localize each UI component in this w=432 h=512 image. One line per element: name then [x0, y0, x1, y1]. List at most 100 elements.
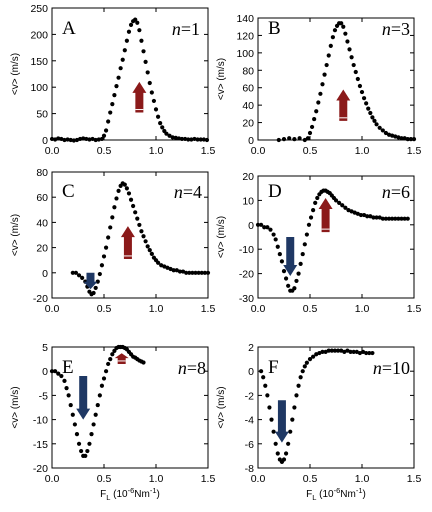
data-point	[405, 137, 410, 142]
x-axis-title-part: -1	[150, 486, 157, 495]
data-point	[340, 203, 345, 208]
y-axis-title: <v> (m/s)	[10, 214, 21, 256]
data-point	[315, 195, 320, 201]
x-axis-title: FL (10-6Nm-1)	[100, 486, 160, 502]
data-point	[292, 286, 297, 291]
n-value: =6	[391, 182, 410, 202]
data-point	[114, 196, 119, 201]
data-point	[298, 261, 303, 266]
y-axis-title: <v> (m/s)	[216, 216, 227, 258]
panel-n-label: n=8	[178, 358, 206, 378]
data-point	[70, 270, 75, 275]
n-symbol: n	[174, 182, 183, 202]
n-value: =10	[382, 358, 410, 378]
data-point	[186, 137, 191, 142]
data-point	[179, 136, 185, 142]
y-tick-label: -15	[33, 439, 48, 451]
data-point	[77, 136, 83, 142]
x-tick-label: 1.0	[355, 145, 370, 157]
data-point	[271, 429, 276, 434]
n-value: =8	[187, 358, 206, 378]
data-point	[101, 376, 107, 381]
x-axis-title-part: (10	[316, 489, 334, 500]
y-tick-label: -20	[33, 293, 48, 305]
data-point	[112, 348, 117, 353]
plot-frame	[51, 7, 209, 141]
x-tick-label: 0.0	[251, 145, 266, 157]
data-point	[302, 242, 307, 247]
data-point	[147, 248, 152, 253]
data-point	[170, 135, 175, 140]
y-tick-label: 250	[30, 3, 48, 15]
x-tick-label: 1.0	[355, 473, 370, 485]
y-tick-label: -8	[245, 463, 254, 475]
data-point	[320, 82, 325, 87]
data-point	[273, 441, 278, 446]
data-point	[349, 55, 354, 60]
data-point	[374, 215, 379, 220]
data-point	[99, 136, 105, 142]
y-tick-label: 100	[236, 48, 254, 60]
panel-letter: A	[62, 18, 76, 39]
data-point	[286, 283, 291, 288]
data-point	[380, 216, 385, 221]
data-point	[114, 84, 119, 89]
data-point	[110, 215, 115, 220]
x-axis-title-part: -6	[128, 486, 135, 495]
y-tick-label: 200	[30, 29, 48, 41]
y-tick-label: -10	[239, 244, 254, 256]
x-tick-label: 1.5	[201, 473, 216, 485]
data-point	[76, 441, 82, 446]
n-value: =4	[183, 182, 202, 202]
n-value: =3	[391, 19, 410, 39]
data-point	[87, 441, 92, 446]
data-point	[335, 348, 341, 353]
data-point	[300, 369, 305, 374]
data-point	[133, 17, 138, 22]
data-point	[386, 216, 392, 221]
x-tick-label: 1.5	[201, 145, 216, 157]
x-tick-label: 1.0	[149, 303, 164, 315]
data-point	[259, 369, 264, 374]
y-tick-label: 0	[42, 268, 48, 280]
y-axis-title: <v> (m/s)	[10, 53, 21, 95]
data-point	[368, 110, 373, 116]
data-point	[128, 22, 134, 27]
data-point	[193, 270, 198, 275]
data-point	[265, 225, 270, 230]
data-point	[141, 234, 146, 239]
data-point	[195, 137, 200, 142]
data-point	[96, 137, 101, 142]
data-point	[287, 136, 292, 141]
data-point	[89, 432, 94, 437]
data-point	[374, 122, 379, 127]
panel-letter: E	[62, 357, 74, 378]
y-tick-label: 0	[42, 135, 48, 147]
data-point	[364, 101, 369, 106]
data-point	[141, 49, 146, 54]
data-point	[196, 270, 201, 275]
data-point	[106, 361, 111, 367]
data-point	[139, 38, 144, 43]
panel-letter: F	[268, 357, 279, 378]
y-tick-label: 60	[242, 83, 254, 95]
x-axis-title-part: )	[157, 489, 160, 500]
arrow-down-icon	[83, 272, 98, 290]
data-point	[173, 135, 178, 140]
data-point	[357, 83, 363, 89]
x-tick-label: 0.0	[45, 303, 60, 315]
y-tick-label: 0	[248, 366, 254, 378]
data-point	[97, 393, 102, 398]
x-tick-label: 0.5	[303, 145, 318, 157]
data-point	[155, 260, 161, 265]
data-point	[297, 136, 302, 141]
plot-frame	[257, 17, 415, 141]
data-point	[53, 369, 58, 374]
y-tick-label: 120	[236, 30, 254, 42]
data-point	[108, 225, 113, 230]
data-point	[143, 239, 148, 244]
data-point	[302, 137, 307, 143]
x-axis-title: FL (10-6Nm-1)	[306, 486, 366, 502]
data-point	[269, 417, 274, 422]
